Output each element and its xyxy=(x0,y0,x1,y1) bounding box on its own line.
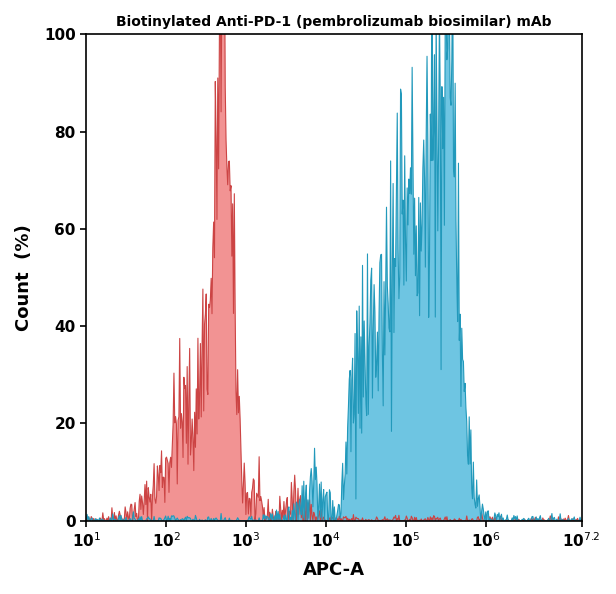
X-axis label: APC-A: APC-A xyxy=(303,561,365,579)
Title: Biotinylated Anti-PD-1 (pembrolizumab biosimilar) mAb: Biotinylated Anti-PD-1 (pembrolizumab bi… xyxy=(116,15,552,29)
Y-axis label: Count  (%): Count (%) xyxy=(15,224,33,331)
